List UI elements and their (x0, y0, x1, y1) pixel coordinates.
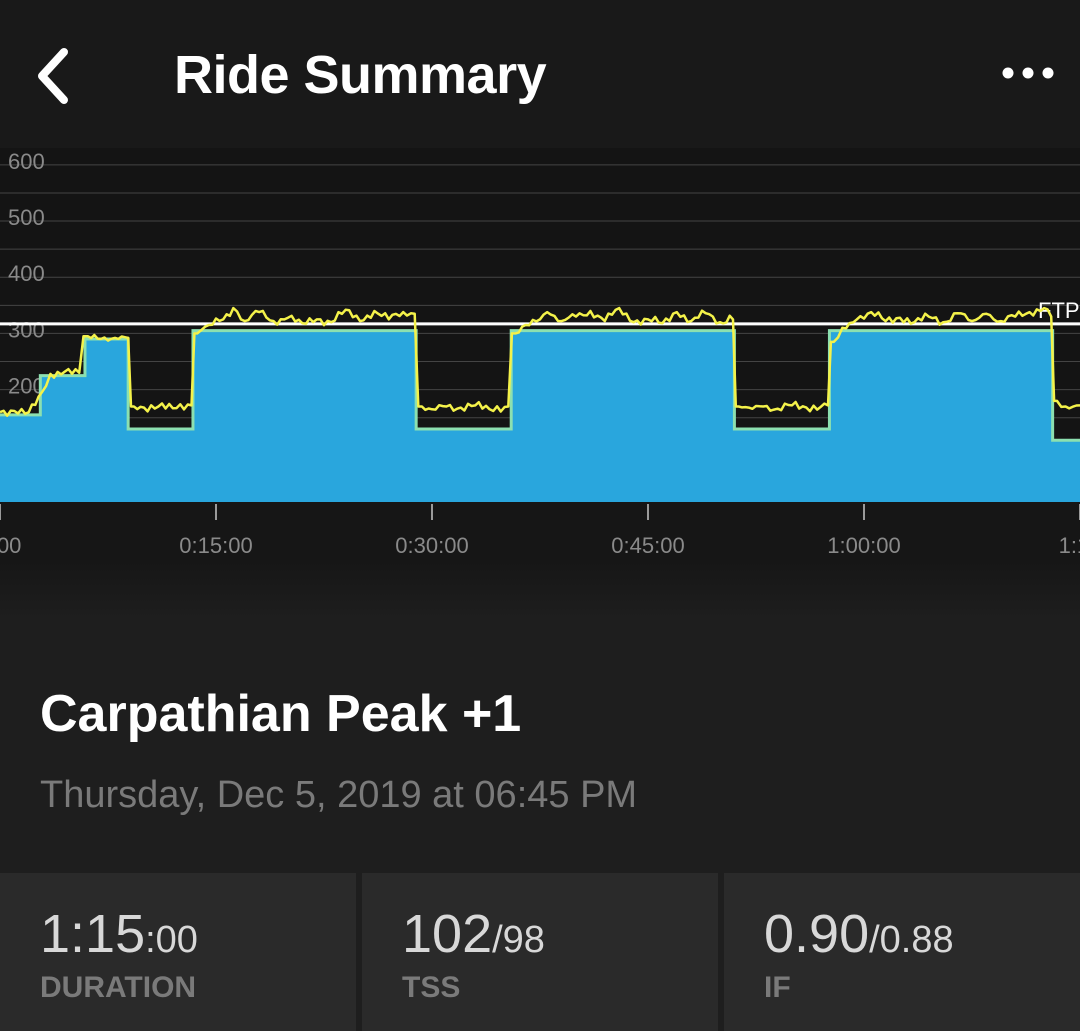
chevron-left-icon (38, 48, 68, 104)
x-tick-label: 0:45:00 (611, 533, 684, 558)
y-tick-label: 300 (8, 317, 45, 342)
x-tick-label: 0:30:00 (395, 533, 468, 558)
tss-target: /98 (492, 919, 545, 961)
if-label: IF (764, 971, 791, 1004)
y-tick-label: 600 (8, 149, 45, 174)
x-tick-label: 1:00:00 (827, 533, 900, 558)
stat-duration: 1:15:00 DURATION (0, 873, 356, 1031)
x-tick-label: 1:15 (1059, 533, 1080, 558)
workout-name: Carpathian Peak +1 (40, 685, 522, 743)
x-tick-label: 0:15:00 (179, 533, 252, 558)
stat-tss: 102/98 TSS (362, 873, 718, 1031)
y-tick-label: 500 (8, 205, 45, 230)
tss-value: 102/98 (402, 903, 545, 965)
tss-label: TSS (402, 971, 461, 1004)
top-app-bar: Ride Summary (0, 0, 1080, 148)
workout-date: Thursday, Dec 5, 2019 at 06:45 PM (40, 774, 638, 816)
overflow-menu-button[interactable] (1000, 58, 1056, 88)
y-tick-label: 200 (8, 374, 45, 399)
duration-value: 1:15:00 (40, 903, 198, 965)
power-chart[interactable]: 600 500 400 300 200 FTP 0:00 0:15:00 0:30:00 0:45… (0, 148, 1080, 588)
ftp-label: FTP (1038, 298, 1080, 323)
target-power-area (0, 330, 1080, 502)
actual-power-line (0, 306, 1080, 417)
tss-actual: 102 (402, 904, 493, 964)
if-target: /0.88 (869, 919, 954, 961)
duration-main: 1:15 (40, 904, 146, 964)
back-button[interactable] (30, 44, 86, 108)
if-actual: 0.90 (764, 904, 870, 964)
duration-label: DURATION (40, 971, 197, 1004)
duration-seconds: :00 (145, 919, 198, 961)
chart-shadow (0, 560, 1080, 620)
power-chart-svg: 600 500 400 300 200 FTP 0:00 0:15:00 0:30:00 0:45… (0, 148, 1080, 558)
y-tick-label: 400 (8, 261, 45, 286)
if-value: 0.90/0.88 (764, 903, 954, 965)
x-tick-label: 0:00 (0, 533, 21, 558)
stats-row: 1:15:00 DURATION 102/98 TSS 0.90/0.88 IF (0, 873, 1080, 1031)
page-title: Ride Summary (174, 45, 547, 105)
stat-if: 0.90/0.88 IF (724, 873, 1080, 1031)
more-dots-icon (1002, 67, 1054, 79)
